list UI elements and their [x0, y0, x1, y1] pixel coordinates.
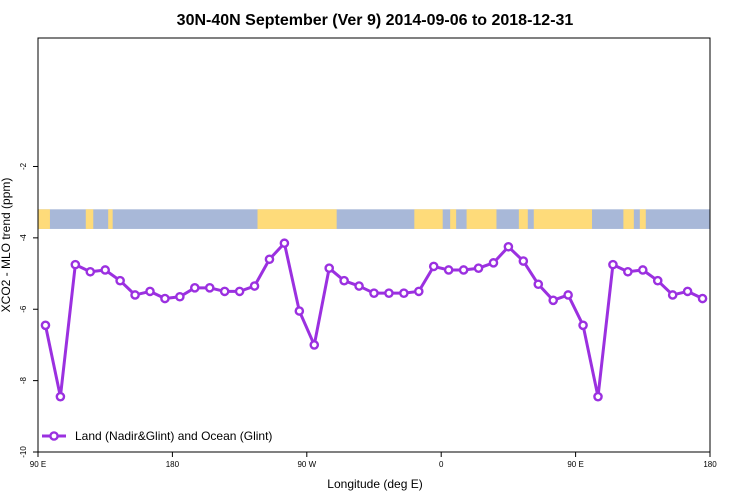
- data-point: [160, 293, 170, 304]
- y-axis: -2 -4 -6 -8 -10: [19, 162, 38, 458]
- data-point: [175, 291, 185, 302]
- land-segment: [450, 209, 457, 229]
- x-tick-label: 90 W: [297, 460, 316, 469]
- data-point: [533, 279, 544, 290]
- x-tick-label: 180: [703, 460, 717, 469]
- data-point: [219, 286, 230, 297]
- data-point: [279, 238, 290, 249]
- legend-label: Land (Nadir&Glint) and Ocean (Glint): [75, 429, 272, 443]
- data-point: [518, 256, 529, 266]
- data-point: [503, 241, 514, 252]
- x-tick-label: 180: [166, 460, 180, 469]
- y-axis-label: XCO2 - MLO trend (ppm): [0, 178, 13, 313]
- data-point: [384, 288, 394, 298]
- data-point: [294, 306, 305, 316]
- land-segment: [414, 209, 443, 229]
- data-point: [249, 281, 260, 291]
- land-segment: [623, 209, 634, 229]
- data-point: [339, 275, 349, 286]
- data-point: [608, 259, 618, 270]
- data-point: [55, 391, 66, 402]
- data-point: [324, 263, 335, 273]
- legend-marker-swatch: [49, 431, 59, 441]
- chart-title: 30N-40N September (Ver 9) 2014-09-06 to …: [177, 12, 574, 29]
- data-point: [638, 265, 648, 275]
- data-point: [309, 340, 320, 350]
- y-tick-label: -2: [19, 162, 28, 170]
- series-layer: [40, 238, 708, 402]
- series-line: [43, 241, 704, 399]
- data-point: [458, 265, 469, 275]
- land-ocean-band: [38, 209, 710, 229]
- land-segment: [533, 209, 593, 229]
- data-point: [548, 295, 559, 306]
- data-point: [130, 290, 140, 300]
- y-tick-label: -10: [19, 446, 28, 458]
- x-tick-label: 90 E: [30, 460, 46, 469]
- data-point: [413, 286, 424, 297]
- data-point: [145, 286, 155, 297]
- data-point: [428, 261, 439, 272]
- data-point: [354, 281, 364, 291]
- data-point: [115, 275, 125, 286]
- y-tick-label: -8: [19, 377, 28, 385]
- data-point: [578, 320, 588, 331]
- data-point: [473, 263, 484, 273]
- data-point: [100, 265, 110, 275]
- data-point: [682, 286, 693, 297]
- land-segment: [639, 209, 646, 229]
- x-axis: 90 E 180 90 W 0 90 E 180: [30, 452, 717, 469]
- land-segment: [518, 209, 528, 229]
- data-point: [204, 283, 215, 293]
- data-point: [443, 265, 454, 275]
- land-segment: [108, 209, 113, 229]
- x-axis-label: Longitude (deg E): [327, 477, 422, 491]
- legend: Land (Nadir&Glint) and Ocean (Glint): [42, 429, 272, 443]
- data-point: [85, 266, 96, 277]
- x-tick-label: 90 E: [567, 460, 583, 469]
- land-segment: [257, 209, 337, 229]
- land-segment: [85, 209, 94, 229]
- ocean-strip: [38, 209, 710, 229]
- plot-frame: [37, 37, 711, 453]
- data-point: [189, 283, 200, 293]
- data-point: [623, 266, 633, 277]
- data-point: [563, 290, 573, 300]
- data-point: [70, 259, 81, 270]
- data-point: [399, 288, 409, 298]
- data-point: [40, 320, 51, 331]
- data-point: [264, 254, 275, 265]
- y-tick-label: -6: [19, 305, 28, 313]
- x-tick-label: 0: [439, 460, 444, 469]
- land-segment: [38, 209, 50, 229]
- data-point: [369, 288, 379, 298]
- data-point: [488, 258, 499, 268]
- y-tick-label: -4: [19, 234, 28, 242]
- data-point: [697, 293, 708, 304]
- data-point: [593, 391, 603, 402]
- data-point: [652, 275, 663, 286]
- data-point: [667, 290, 678, 300]
- data-point: [234, 286, 245, 297]
- land-segment: [466, 209, 497, 229]
